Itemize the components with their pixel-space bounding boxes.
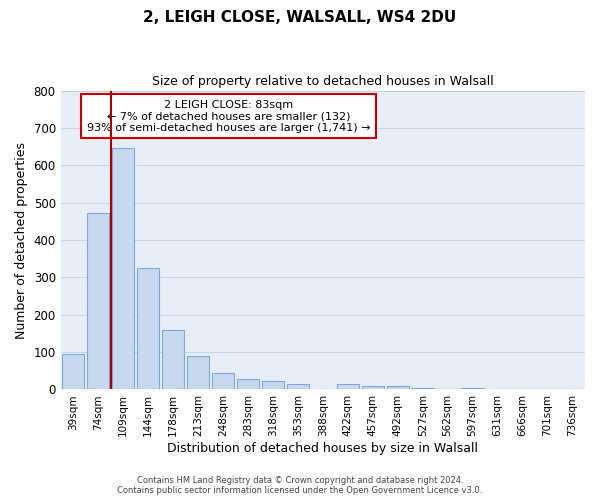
Bar [262,381,284,390]
Text: 2, LEIGH CLOSE, WALSALL, WS4 2DU: 2, LEIGH CLOSE, WALSALL, WS4 2DU [143,10,457,25]
Bar [461,388,484,390]
Bar [236,379,259,390]
Text: 2 LEIGH CLOSE: 83sqm
← 7% of detached houses are smaller (132)
93% of semi-detac: 2 LEIGH CLOSE: 83sqm ← 7% of detached ho… [87,100,370,132]
Bar [287,384,309,390]
Bar [337,384,359,390]
Bar [212,374,234,390]
Bar [362,386,384,390]
Text: Contains HM Land Registry data © Crown copyright and database right 2024.
Contai: Contains HM Land Registry data © Crown c… [118,476,482,495]
Bar [412,388,434,390]
Bar [162,330,184,390]
Bar [187,356,209,390]
Bar [137,268,159,390]
Title: Size of property relative to detached houses in Walsall: Size of property relative to detached ho… [152,75,494,88]
Bar [386,386,409,390]
Bar [112,148,134,390]
Bar [87,213,109,390]
X-axis label: Distribution of detached houses by size in Walsall: Distribution of detached houses by size … [167,442,478,455]
Y-axis label: Number of detached properties: Number of detached properties [15,142,28,338]
Bar [62,354,85,390]
